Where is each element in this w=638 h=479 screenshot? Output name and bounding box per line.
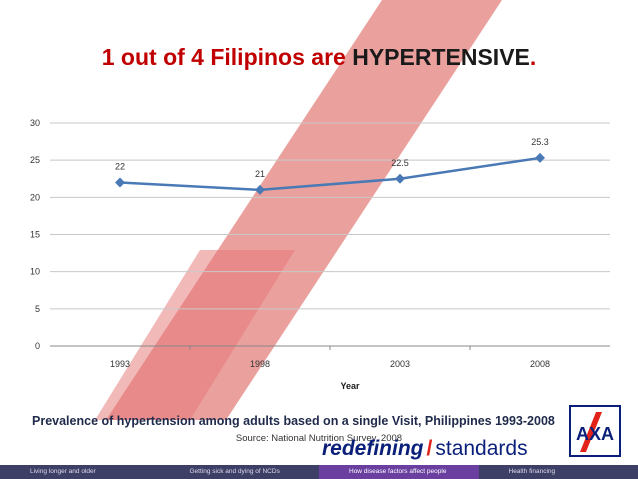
data-point xyxy=(535,152,545,163)
gridlines xyxy=(50,122,610,347)
footer-item-disease-factors[interactable]: How disease factors affect people xyxy=(319,465,479,479)
line-chart: 0 5 10 15 20 25 30 1993 1998 2003 2008 22 21 22.5 25… xyxy=(30,118,610,391)
footer-item-ncds[interactable]: Getting sick and dying of NCDs xyxy=(159,465,319,479)
brand-tagline: redefining / standards xyxy=(322,437,528,461)
axa-logo: AXA xyxy=(566,402,624,460)
x-tick-label: 2003 xyxy=(390,359,410,369)
brand-word2: standards xyxy=(435,437,528,460)
y-tick-label: 5 xyxy=(35,304,40,314)
title-emphasis: HYPERTENSIVE xyxy=(352,44,530,70)
page-title: 1 out of 4 Filipinos are HYPERTENSIVE. xyxy=(0,44,638,71)
data-label: 22 xyxy=(115,161,125,171)
chart-caption: Prevalence of hypertension among adults … xyxy=(32,414,555,428)
brand-slash: / xyxy=(426,437,433,460)
data-labels: 22 21 22.5 25.3 xyxy=(115,137,549,179)
footer-nav: Living longer and older Getting sick and… xyxy=(0,465,638,479)
data-point xyxy=(395,173,405,184)
x-axis-title: Year xyxy=(340,381,360,391)
y-tick-label: 10 xyxy=(30,267,40,277)
logo-text: AXA xyxy=(576,424,614,444)
data-point xyxy=(255,184,265,195)
source-note: Source: National Nutrition Survey, 2008 xyxy=(235,433,403,444)
x-axis-ticks: 1993 1998 2003 2008 xyxy=(110,346,550,369)
data-point xyxy=(115,177,125,188)
title-part1: 1 out of 4 Filipinos are xyxy=(101,44,353,70)
data-label: 22.5 xyxy=(391,158,409,168)
y-tick-label: 20 xyxy=(30,192,40,202)
y-tick-label: 15 xyxy=(30,230,40,240)
title-period: . xyxy=(529,44,537,70)
x-tick-label: 1993 xyxy=(110,359,130,369)
brand-word1: redefining xyxy=(322,437,424,460)
footer-item-living-longer[interactable]: Living longer and older xyxy=(0,465,160,479)
x-tick-label: 1998 xyxy=(250,359,270,369)
y-tick-label: 0 xyxy=(35,341,40,351)
y-tick-label: 30 xyxy=(30,118,40,128)
footer-item-health-financing[interactable]: Health financing xyxy=(478,465,638,479)
y-tick-label: 25 xyxy=(30,155,40,165)
y-axis-ticks: 0 5 10 15 20 25 30 xyxy=(30,118,40,351)
data-label: 21 xyxy=(255,169,265,179)
data-label: 25.3 xyxy=(531,137,549,147)
x-tick-label: 2008 xyxy=(530,359,550,369)
data-points xyxy=(115,152,545,195)
series-line xyxy=(119,156,541,192)
